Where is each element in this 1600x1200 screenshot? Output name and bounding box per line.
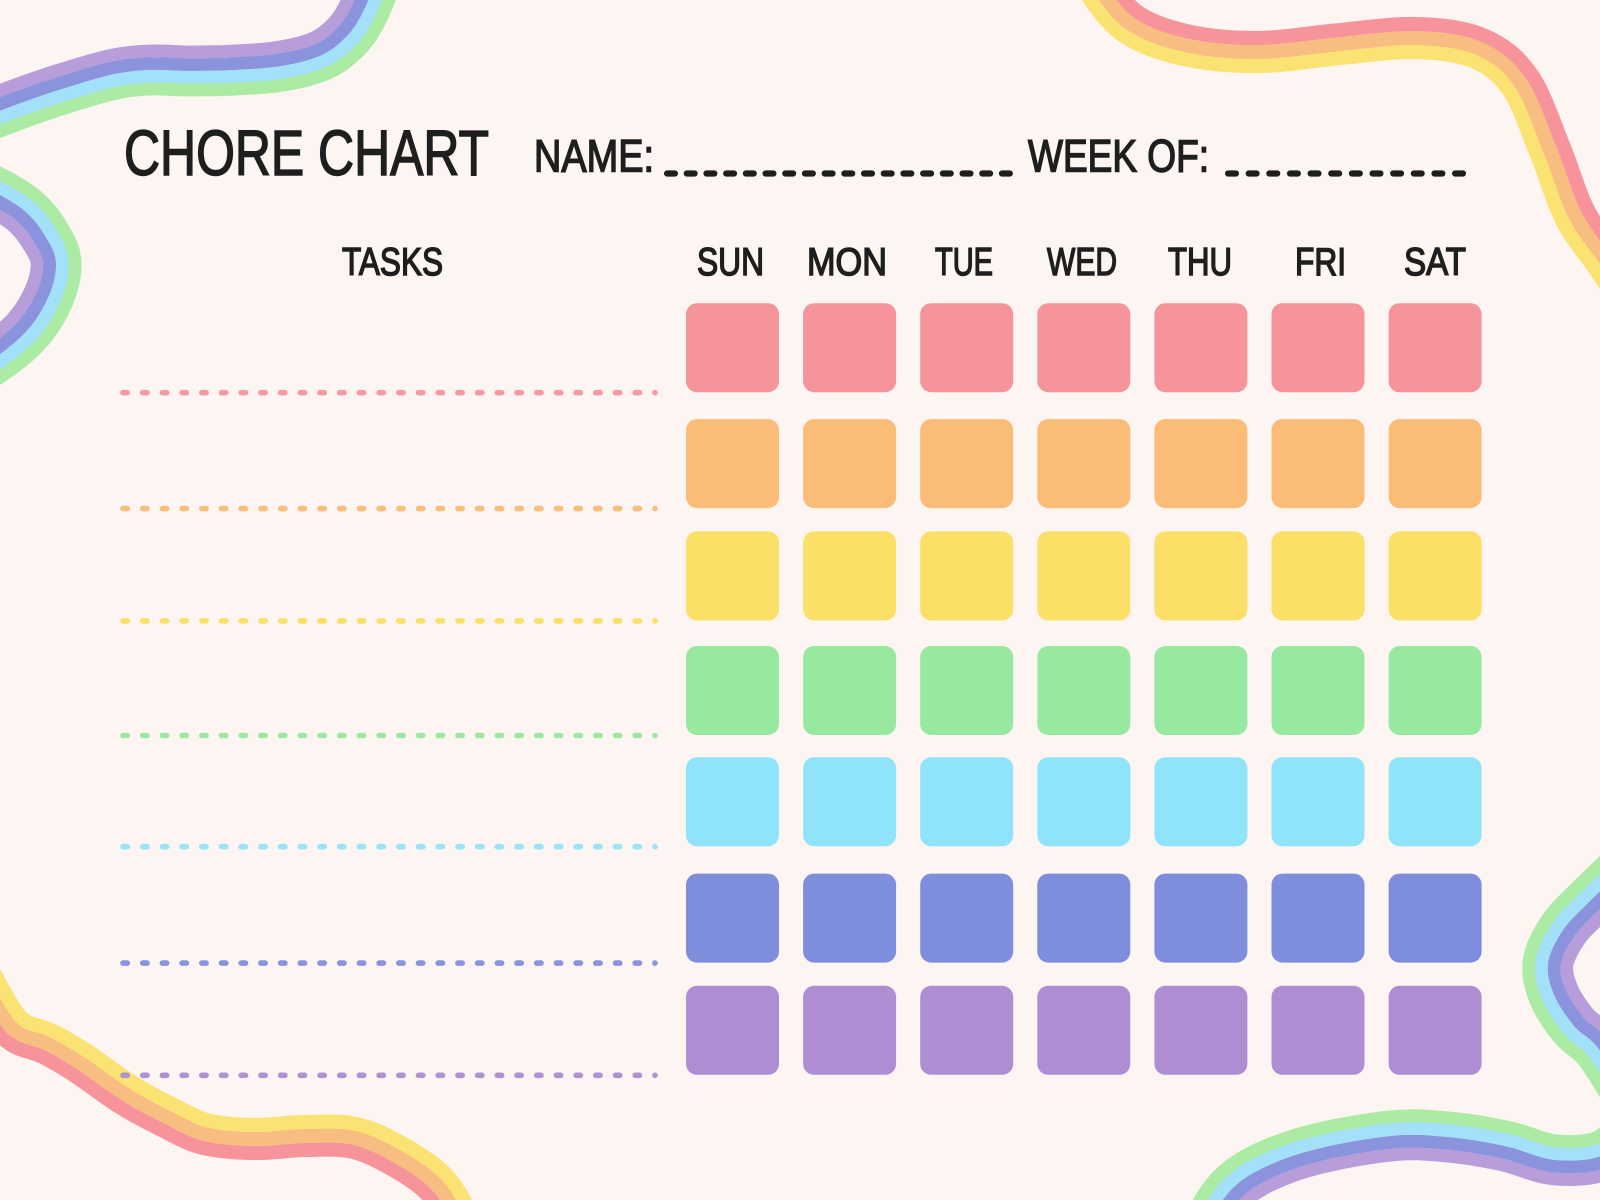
svg-text:MON: MON [807,241,887,284]
svg-text:THU: THU [1168,241,1232,284]
svg-text:SAT: SAT [1404,241,1466,284]
svg-text:CHORE CHART: CHORE CHART [124,117,489,189]
svg-text:WEEK OF:: WEEK OF: [1028,130,1209,181]
svg-text:NAME:: NAME: [534,130,654,181]
svg-text:FRI: FRI [1295,241,1346,284]
svg-text:SUN: SUN [697,241,764,284]
svg-text:WED: WED [1047,241,1117,284]
svg-text:TASKS: TASKS [342,241,443,284]
svg-text:TUE: TUE [935,241,993,284]
